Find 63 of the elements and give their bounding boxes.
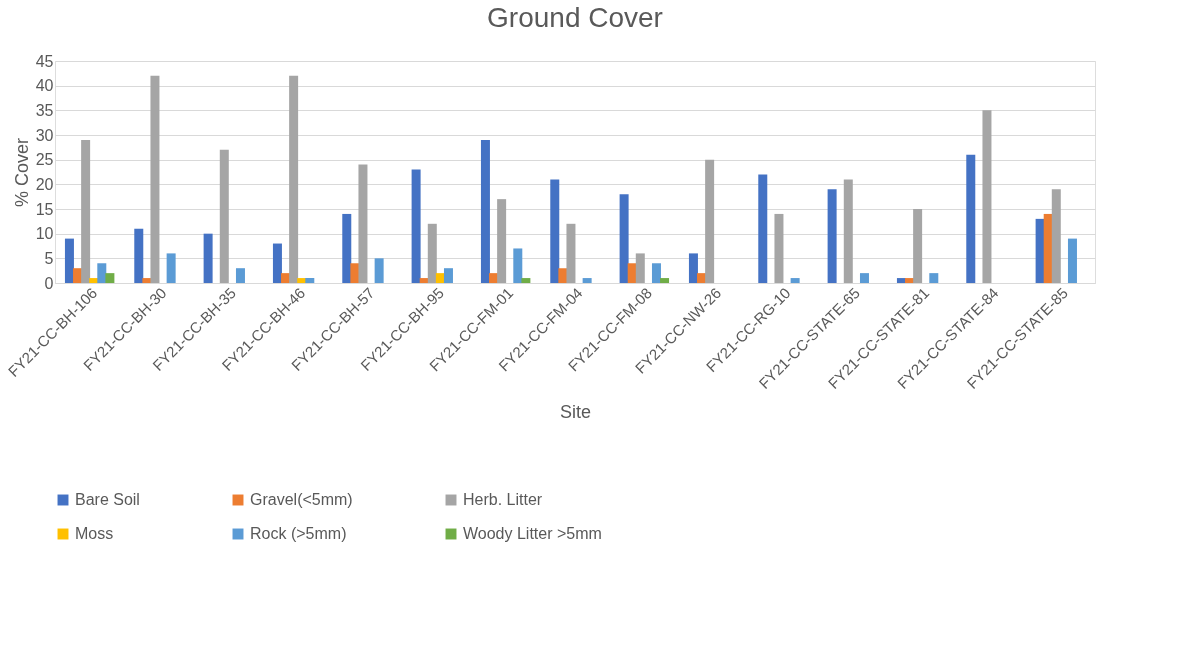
bar [427, 223, 437, 283]
bar [566, 223, 576, 283]
y-axis-title: % Cover [11, 137, 32, 208]
bar [550, 179, 560, 283]
bar [97, 263, 107, 283]
bar [859, 273, 869, 283]
bar [521, 278, 531, 283]
y-tick-label: 35 [35, 101, 54, 119]
y-tick-label: 30 [35, 126, 54, 144]
y-tick-label: 10 [35, 225, 54, 243]
bar [272, 243, 282, 283]
legend-label: Gravel(<5mm) [250, 491, 353, 508]
bar [929, 273, 939, 283]
y-tick-label: 20 [35, 175, 54, 193]
bar [651, 263, 661, 283]
bar [219, 149, 229, 283]
bar [790, 278, 800, 283]
bar [705, 159, 715, 283]
bar [582, 278, 592, 283]
bar [411, 169, 421, 283]
bar [758, 174, 768, 283]
y-tick-label: 45 [35, 52, 54, 70]
bar [64, 238, 74, 283]
y-tick-label: 0 [44, 274, 54, 292]
bar [843, 179, 853, 283]
bar [660, 278, 670, 283]
bar [374, 258, 384, 283]
bar [289, 75, 299, 283]
bar [619, 194, 629, 283]
bar [913, 209, 923, 283]
bar [443, 268, 453, 283]
bar [150, 75, 160, 283]
bar [966, 154, 976, 283]
bar [235, 268, 245, 283]
y-tick-label: 5 [44, 249, 54, 267]
legend-label: Bare Soil [75, 491, 140, 508]
bar [497, 199, 507, 283]
legend-label: Herb. Litter [463, 491, 543, 508]
bar [134, 228, 144, 283]
bar [635, 253, 645, 283]
bar [827, 189, 837, 283]
bar [203, 233, 213, 283]
y-tick-label: 15 [35, 200, 54, 218]
bar [480, 139, 490, 283]
legend-label: Woody Litter >5mm [463, 525, 602, 542]
y-tick-label: 25 [35, 151, 54, 169]
bar [81, 139, 91, 283]
bar [774, 213, 784, 283]
bar [305, 278, 315, 283]
legend-label: Rock (>5mm) [250, 525, 347, 542]
bar [982, 110, 992, 283]
bar [358, 164, 368, 283]
bar [105, 273, 115, 283]
bar [166, 253, 176, 283]
legend-label: Moss [75, 525, 114, 542]
bar [342, 213, 352, 283]
bar [1067, 238, 1077, 283]
chart-title: Ground Cover [487, 2, 663, 33]
x-axis-title: Site [559, 401, 592, 422]
y-tick-label: 40 [35, 77, 54, 95]
bar [688, 253, 698, 283]
bar [513, 248, 523, 283]
bar [1051, 189, 1061, 283]
